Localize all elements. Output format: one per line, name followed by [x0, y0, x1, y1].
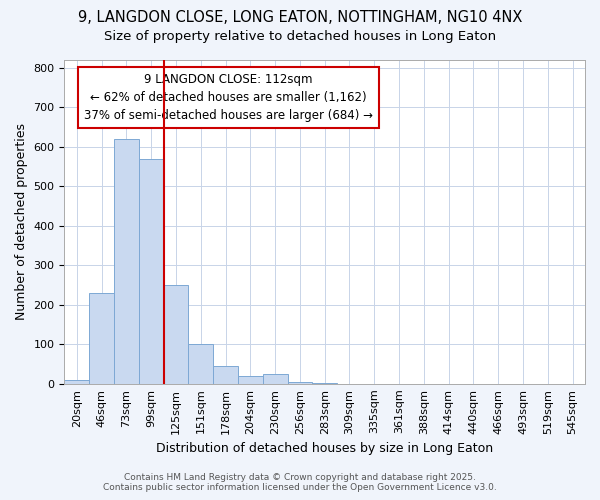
Bar — [213, 366, 238, 384]
Bar — [188, 344, 213, 384]
Bar — [139, 158, 164, 384]
Bar — [238, 376, 263, 384]
Text: Size of property relative to detached houses in Long Eaton: Size of property relative to detached ho… — [104, 30, 496, 43]
Text: 9 LANGDON CLOSE: 112sqm
← 62% of detached houses are smaller (1,162)
37% of semi: 9 LANGDON CLOSE: 112sqm ← 62% of detache… — [84, 73, 373, 122]
Bar — [164, 285, 188, 384]
Bar — [287, 382, 313, 384]
Text: 9, LANGDON CLOSE, LONG EATON, NOTTINGHAM, NG10 4NX: 9, LANGDON CLOSE, LONG EATON, NOTTINGHAM… — [78, 10, 522, 25]
Bar — [313, 383, 337, 384]
X-axis label: Distribution of detached houses by size in Long Eaton: Distribution of detached houses by size … — [156, 442, 493, 455]
Bar — [89, 293, 114, 384]
Bar — [64, 380, 89, 384]
Bar — [263, 374, 287, 384]
Bar — [114, 139, 139, 384]
Y-axis label: Number of detached properties: Number of detached properties — [15, 124, 28, 320]
Text: Contains HM Land Registry data © Crown copyright and database right 2025.
Contai: Contains HM Land Registry data © Crown c… — [103, 473, 497, 492]
